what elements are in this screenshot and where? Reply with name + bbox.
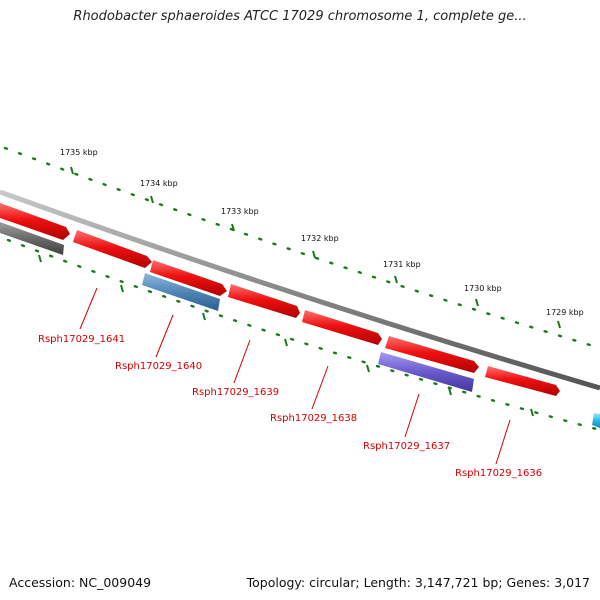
tick-label: 1734 kbp	[140, 179, 178, 188]
inner-tick	[120, 284, 124, 293]
major-tick	[394, 275, 398, 284]
inner-tick	[38, 254, 42, 263]
leader-line	[155, 314, 174, 358]
gene-arrow[interactable]	[150, 260, 227, 296]
label-leaders	[79, 287, 511, 465]
inner-tick	[448, 387, 452, 396]
genome-backbone	[0, 189, 600, 391]
gene-label[interactable]: Rsph17029_1638	[270, 413, 357, 424]
gene-bar-steelblue[interactable]	[142, 273, 220, 311]
major-ticks	[70, 166, 561, 329]
major-tick	[150, 195, 154, 204]
gene-arrow[interactable]	[485, 366, 560, 396]
gene-arrow[interactable]	[73, 230, 152, 268]
major-tick	[312, 250, 316, 259]
map-title: Rhodobacter sphaeroides ATCC 17029 chrom…	[73, 9, 527, 24]
gene-bar-cyan[interactable]	[592, 413, 600, 428]
tick-label: 1732 kbp	[301, 234, 339, 243]
inner-major-ticks	[38, 254, 534, 417]
gene-label[interactable]: Rsph17029_1639	[192, 387, 279, 398]
tick-label: 1735 kbp	[60, 148, 98, 157]
scale-dotted-arc	[3, 146, 600, 350]
inner-tick	[366, 364, 370, 373]
forward-strand-genes	[0, 203, 560, 396]
major-tick	[70, 166, 74, 175]
reverse-strand-genes	[0, 222, 600, 428]
inner-tick	[530, 408, 534, 417]
tick-label: 1729 kbp	[546, 308, 584, 317]
gene-arrow[interactable]	[302, 310, 382, 345]
tick-label: 1733 kbp	[221, 207, 259, 216]
inner-tick	[202, 312, 206, 321]
gene-label[interactable]: Rsph17029_1636	[455, 468, 542, 479]
gene-arrow[interactable]	[385, 336, 479, 373]
leader-line	[233, 339, 251, 384]
major-tick	[231, 223, 235, 232]
tick-label: 1731 kbp	[383, 260, 421, 269]
major-tick	[557, 320, 561, 329]
leader-line	[404, 393, 420, 438]
gene-bar-gray[interactable]	[0, 222, 64, 255]
accession-label: Accession: NC_009049	[9, 575, 152, 590]
gene-label[interactable]: Rsph17029_1640	[115, 361, 202, 372]
gene-bar-purple[interactable]	[378, 352, 474, 392]
gene-arrow[interactable]	[0, 203, 70, 240]
leader-line	[79, 287, 98, 330]
leader-line	[311, 365, 329, 410]
topology-label: Topology: circular; Length: 3,147,721 bp…	[246, 575, 590, 590]
gene-label[interactable]: Rsph17029_1641	[38, 334, 125, 345]
leader-line	[495, 419, 511, 465]
gene-label[interactable]: Rsph17029_1637	[363, 441, 450, 452]
inner-tick	[284, 338, 288, 347]
major-tick	[475, 298, 479, 307]
tick-label: 1730 kbp	[464, 284, 502, 293]
gene-arrow[interactable]	[228, 284, 300, 318]
